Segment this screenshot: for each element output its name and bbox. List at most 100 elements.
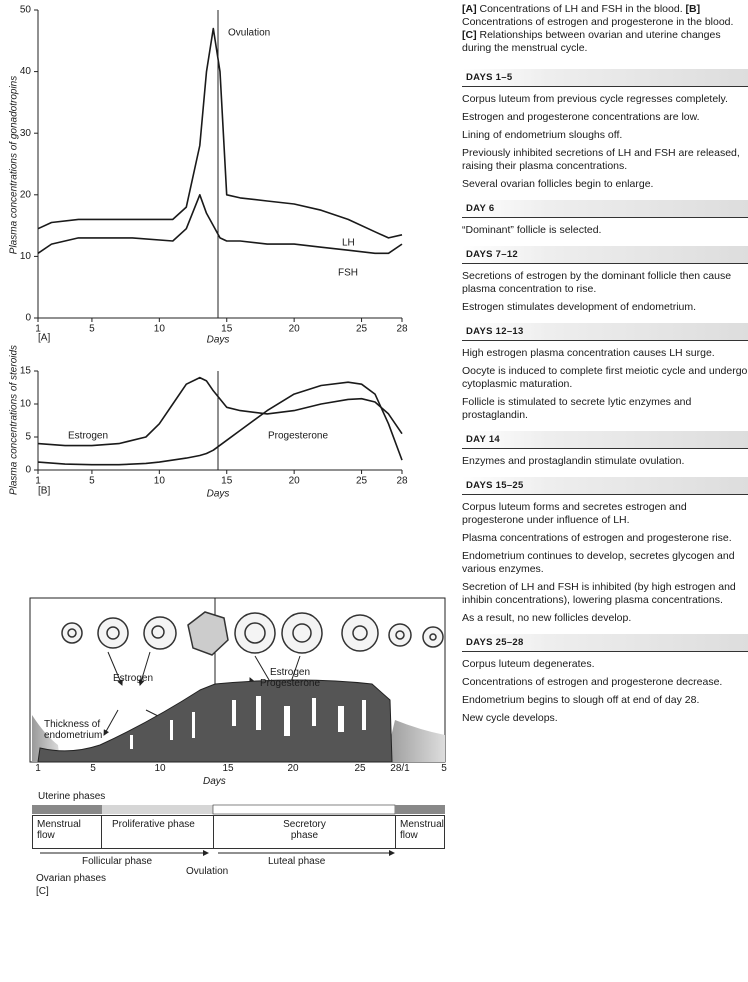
section-heading: DAY 6 bbox=[462, 200, 748, 218]
day-tick-label: 25 bbox=[354, 763, 366, 774]
section-item: Estrogen and progesterone concentrations… bbox=[462, 111, 700, 123]
day-tick-label: 20 bbox=[287, 763, 299, 774]
section-item: Follicle is stimulated to secrete lytic … bbox=[462, 396, 692, 421]
y-tick-label: 0 bbox=[25, 465, 31, 476]
y-tick-label: 15 bbox=[20, 366, 32, 377]
ovarian-phase: Follicular phase bbox=[82, 856, 153, 867]
series-line bbox=[37, 376, 403, 447]
section-item: Endometrium continues to develop, secret… bbox=[462, 550, 735, 575]
phase-bar bbox=[102, 805, 213, 814]
section-item: “Dominant” follicle is selected. bbox=[462, 224, 602, 236]
section-item: Concentrations of estrogen and progester… bbox=[462, 676, 723, 688]
y-tick-label: 40 bbox=[20, 66, 32, 77]
phase-bar bbox=[212, 804, 396, 815]
series-label: Progesterone bbox=[268, 431, 328, 442]
section-heading: DAY 14 bbox=[462, 431, 748, 449]
x-tick-label: 1 bbox=[35, 476, 41, 487]
x-axis-title: Days bbox=[207, 489, 230, 500]
phase-box: Menstrual flow bbox=[32, 815, 102, 849]
caption-text: Concentrations of estrogen and progester… bbox=[462, 16, 734, 28]
section-item: Previously inhibited secretions of LH an… bbox=[462, 147, 740, 172]
caption-label: [B] bbox=[685, 3, 701, 15]
description: [A] Concentrations of LH and FSH in the … bbox=[462, 3, 748, 730]
x-tick-label: 5 bbox=[89, 324, 95, 335]
x-tick-label: 20 bbox=[289, 324, 301, 335]
x-tick-label: 25 bbox=[356, 476, 368, 487]
ovarian-phase: Luteal phase bbox=[268, 856, 326, 867]
x-tick-label: 15 bbox=[221, 476, 233, 487]
panel-label: [A] bbox=[38, 333, 50, 344]
section-item: Lining of endometrium sloughs off. bbox=[462, 129, 623, 141]
y-tick-label: 30 bbox=[20, 128, 32, 139]
caption: [A] Concentrations of LH and FSH in the … bbox=[462, 3, 748, 55]
panel-label: [B] bbox=[38, 486, 50, 497]
ovarian-title: Ovarian phases bbox=[36, 873, 107, 884]
thickness-label: Thickness of endometrium bbox=[44, 719, 102, 741]
caption-text: Relationships between ovarian and uterin… bbox=[462, 29, 721, 54]
section-item: Plasma concentrations of estrogen and pr… bbox=[462, 532, 732, 544]
section-item: Estrogen stimulates development of endom… bbox=[462, 301, 697, 313]
thickness-line: endometrium bbox=[44, 730, 103, 741]
phase-box: Proliferative phase bbox=[101, 815, 214, 849]
section-heading: DAYS 25–28 bbox=[462, 634, 748, 652]
caption-label: [C] bbox=[462, 29, 477, 41]
thickness-line: Thickness of bbox=[44, 719, 101, 730]
ovulation-label: Ovulation bbox=[186, 866, 229, 877]
hormone-label-line: Progesterone bbox=[259, 678, 321, 689]
x-axis-title: Days bbox=[207, 335, 230, 346]
series-label: FSH bbox=[338, 268, 358, 279]
glands bbox=[130, 696, 366, 749]
follicles bbox=[61, 611, 444, 656]
section-item: As a result, no new follicles develop. bbox=[462, 612, 632, 624]
series-label: Estrogen bbox=[68, 431, 108, 442]
section-item: Oocyte is induced to complete first meio… bbox=[462, 365, 748, 390]
section-item: High estrogen plasma concentration cause… bbox=[462, 347, 715, 359]
section-heading: DAYS 12–13 bbox=[462, 323, 748, 341]
x-tick-label: 28 bbox=[396, 476, 408, 487]
x-tick-label: 28 bbox=[396, 324, 408, 335]
y-tick-label: 10 bbox=[20, 399, 32, 410]
hormone-label-line: Estrogen bbox=[269, 667, 311, 678]
section-item: Enzymes and prostaglandin stimulate ovul… bbox=[462, 455, 685, 467]
section-heading: DAYS 15–25 bbox=[462, 477, 748, 495]
caption-label: [A] bbox=[462, 3, 477, 15]
x-tick-label: 10 bbox=[154, 476, 166, 487]
day-tick-label: 5 bbox=[90, 763, 96, 774]
section-item: Endometrium begins to slough off at end … bbox=[462, 694, 700, 706]
hormone-label: Estrogen Progesterone bbox=[258, 667, 322, 689]
section-item: Several ovarian follicles begin to enlar… bbox=[462, 178, 654, 190]
y-tick-label: 0 bbox=[25, 313, 31, 324]
y-tick-label: 5 bbox=[25, 432, 31, 443]
section-item: Secretions of estrogen by the dominant f… bbox=[462, 270, 732, 295]
day-tick-label: 28/1 bbox=[390, 763, 410, 774]
y-axis-title: Plasma concentrations of gonadotropins bbox=[9, 76, 20, 254]
x-tick-label: 25 bbox=[356, 324, 368, 335]
x-tick-label: 15 bbox=[221, 324, 233, 335]
series-line bbox=[37, 194, 403, 255]
day-tick-label: 1 bbox=[35, 763, 41, 774]
y-tick-label: 20 bbox=[20, 189, 32, 200]
phase-bar bbox=[395, 805, 445, 814]
x-tick-label: 20 bbox=[289, 476, 301, 487]
endometrium bbox=[37, 679, 393, 763]
section-heading: DAYS 7–12 bbox=[462, 246, 748, 264]
section-item: Corpus luteum from previous cycle regres… bbox=[462, 93, 728, 105]
phase-box: Menstrual flow bbox=[395, 815, 445, 849]
shed-lining bbox=[385, 720, 445, 762]
section-item: Secretion of LH and FSH is inhibited (by… bbox=[462, 581, 736, 606]
day-tick-label: 5 bbox=[441, 763, 447, 774]
series-label: LH bbox=[342, 238, 355, 249]
caption-text: Concentrations of LH and FSH in the bloo… bbox=[479, 3, 683, 15]
y-tick-label: 10 bbox=[20, 251, 32, 262]
series-line bbox=[37, 27, 403, 239]
uterine-title: Uterine phases bbox=[38, 791, 106, 802]
section-item: Corpus luteum forms and secretes estroge… bbox=[462, 501, 687, 526]
x-tick-label: 5 bbox=[89, 476, 95, 487]
section-item: New cycle develops. bbox=[462, 712, 558, 724]
day-tick-label: 15 bbox=[222, 763, 234, 774]
section-item: Corpus luteum degenerates. bbox=[462, 658, 595, 670]
hormone-label: Estrogen bbox=[113, 673, 154, 684]
x-tick-label: 10 bbox=[154, 324, 166, 335]
